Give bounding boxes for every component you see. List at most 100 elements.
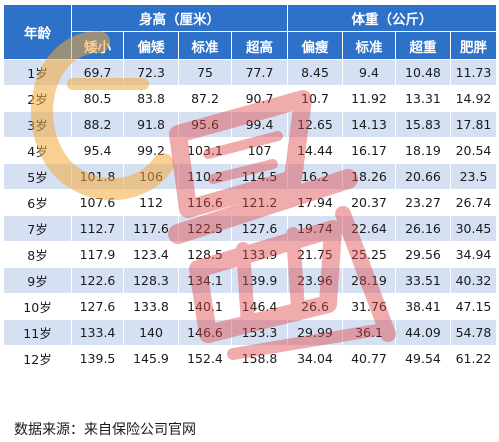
height-cell: 103.1 [178,137,232,164]
weight-cell: 18.26 [342,163,396,190]
weight-cell: 10.7 [287,85,343,112]
table-row: 9岁 122.6 128.3 134.1 139.9 23.96 28.19 33.51 40.… [3,267,497,294]
weight-cell: 12.65 [287,111,343,138]
table-body: 1岁 69.7 72.3 75 77.7 8.45 9.4 10.48 11.73 2岁 80.5 8… [3,59,497,372]
weight-cell: 54.78 [450,319,497,346]
height-cell: 139.5 [71,345,124,372]
weight-cell: 13.31 [395,85,451,112]
height-cell: 69.7 [71,59,124,86]
height-cell: 91.8 [123,111,179,138]
weight-cell: 30.45 [450,215,497,242]
height-cell: 127.6 [231,215,288,242]
height-cell: 146.4 [231,293,288,320]
height-cell: 117.6 [123,215,179,242]
age-cell: 5岁 [3,163,72,190]
weight-cell: 14.92 [450,85,497,112]
table-row: 1岁 69.7 72.3 75 77.7 8.45 9.4 10.48 11.73 [3,59,497,86]
height-cell: 99.2 [123,137,179,164]
height-cell: 75 [178,59,232,86]
weight-cell: 33.51 [395,267,451,294]
weight-cell: 16.17 [342,137,396,164]
height-col-tall: 超高 [231,31,288,60]
age-header: 年龄 [3,4,72,60]
weight-cell: 61.22 [450,345,497,372]
height-cell: 122.6 [71,267,124,294]
height-group-header: 身高（厘米） [71,4,288,32]
weight-cell: 20.54 [450,137,497,164]
age-cell: 6岁 [3,189,72,216]
weight-cell: 17.81 [450,111,497,138]
age-cell: 1岁 [3,59,72,86]
header-row-groups: 年龄 身高（厘米） 体重（公斤） [3,4,497,60]
header-row-columns: 矮小 偏矮 标准 超高 偏瘦 标准 超重 肥胖 [4,31,497,60]
height-cell: 140 [123,319,179,346]
weight-cell: 18.19 [395,137,451,164]
weight-cell: 16.2 [287,163,343,190]
height-cell: 139.9 [231,267,288,294]
height-cell: 128.5 [178,241,232,268]
weight-group-header: 体重（公斤） [287,4,497,32]
table-row: 5岁 101.8 106 110.2 114.5 16.2 18.26 20.66 23.5 [3,163,497,190]
source-note: 数据来源：来自保险公司官网 [14,422,196,438]
weight-cell: 11.73 [450,59,497,86]
weight-cell: 34.04 [287,345,343,372]
weight-cell: 29.56 [395,241,451,268]
table-row: 11岁 133.4 140 146.6 153.3 29.99 36.1 44.09 54.78 [3,319,497,346]
height-cell: 101.8 [71,163,124,190]
weight-cell: 14.44 [287,137,343,164]
height-cell: 123.4 [123,241,179,268]
height-col-standard: 标准 [178,31,232,60]
table-row: 8岁 117.9 123.4 128.5 133.9 21.75 25.25 29.56 34.… [3,241,497,268]
height-cell: 95.6 [178,111,232,138]
growth-standard-table: 年龄 身高（厘米） 体重（公斤） 矮小 偏矮 标准 超高 偏瘦 标准 超重 肥胖… [3,4,497,372]
height-cell: 95.4 [71,137,124,164]
age-cell: 3岁 [3,111,72,138]
weight-cell: 20.66 [395,163,451,190]
height-cell: 99.4 [231,111,288,138]
weight-cell: 14.13 [342,111,396,138]
height-cell: 116.6 [178,189,232,216]
weight-cell: 15.83 [395,111,451,138]
height-cell: 77.7 [231,59,288,86]
weight-cell: 28.19 [342,267,396,294]
age-cell: 11岁 [3,319,72,346]
weight-cell: 25.25 [342,241,396,268]
height-cell: 121.2 [231,189,288,216]
weight-col-thin: 偏瘦 [287,31,343,60]
table-row: 6岁 107.6 112 116.6 121.2 17.94 20.37 23.27 26.74 [3,189,497,216]
table-row: 12岁 139.5 145.9 152.4 158.8 34.04 40.77 49.54 61… [3,345,497,372]
age-cell: 9岁 [3,267,72,294]
weight-cell: 26.74 [450,189,497,216]
weight-cell: 36.1 [342,319,396,346]
height-cell: 117.9 [71,241,124,268]
height-cell: 140.1 [178,293,232,320]
height-cell: 80.5 [71,85,124,112]
table-row: 3岁 88.2 91.8 95.6 99.4 12.65 14.13 15.83 17.81 [3,111,497,138]
age-cell: 8岁 [3,241,72,268]
weight-col-standard: 标准 [342,31,396,60]
height-cell: 106 [123,163,179,190]
height-cell: 114.5 [231,163,288,190]
weight-cell: 23.5 [450,163,497,190]
weight-cell: 9.4 [342,59,396,86]
height-cell: 133.9 [231,241,288,268]
weight-cell: 26.16 [395,215,451,242]
height-cell: 90.7 [231,85,288,112]
weight-cell: 8.45 [287,59,343,86]
weight-cell: 23.27 [395,189,451,216]
height-cell: 87.2 [178,85,232,112]
weight-cell: 49.54 [395,345,451,372]
weight-cell: 11.92 [342,85,396,112]
height-cell: 122.5 [178,215,232,242]
table-row: 10岁 127.6 133.8 140.1 146.4 26.6 31.76 38.41 47.… [3,293,497,320]
weight-cell: 10.48 [395,59,451,86]
weight-cell: 44.09 [395,319,451,346]
age-cell: 12岁 [3,345,72,372]
weight-col-obese: 肥胖 [450,31,497,60]
weight-cell: 29.99 [287,319,343,346]
age-cell: 7岁 [3,215,72,242]
growth-table-container: 年龄 身高（厘米） 体重（公斤） 矮小 偏矮 标准 超高 偏瘦 标准 超重 肥胖… [3,4,497,372]
height-cell: 128.3 [123,267,179,294]
height-cell: 88.2 [71,111,124,138]
weight-cell: 34.94 [450,241,497,268]
